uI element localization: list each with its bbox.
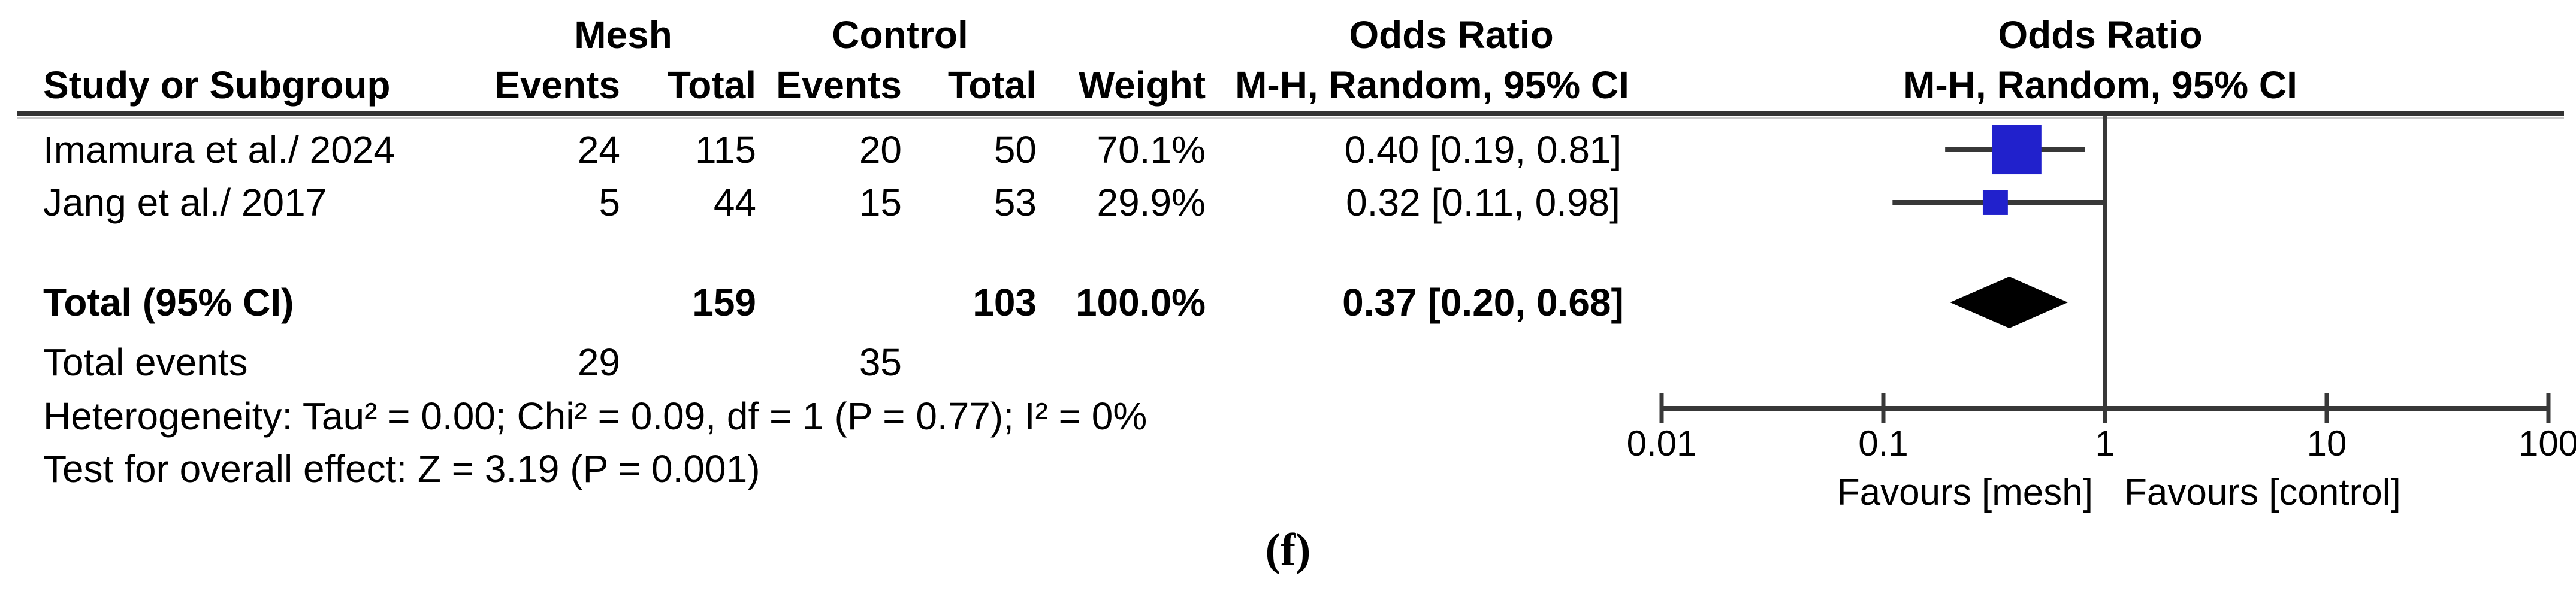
total-weight: 100.0% — [1075, 281, 1206, 324]
pooled-diamond — [1950, 277, 2068, 328]
study-or-square — [1992, 125, 2042, 175]
header-separator-shadow — [17, 117, 2564, 119]
header-separator-line — [17, 111, 2564, 116]
total-or-ci-text: 0.37 [0.20, 0.68] — [1342, 281, 1624, 324]
study-total-control: 53 — [993, 181, 1037, 224]
study-row: Jang et al./ 2017 5 44 15 53 29.9% 0.32 … — [0, 176, 2576, 229]
total-events-control: 35 — [859, 341, 902, 384]
study-name: Jang et al./ 2017 — [43, 181, 327, 224]
col-header-weight: Weight — [1078, 63, 1206, 107]
study-or-ci-text: 0.32 [0.11, 0.98] — [1346, 181, 1620, 224]
total-events-row: Total events 29 35 — [0, 336, 2576, 389]
study-total-mesh: 44 — [713, 181, 756, 224]
study-or-ci-text: 0.40 [0.19, 0.81] — [1344, 128, 1622, 171]
study-events-control: 15 — [859, 181, 902, 224]
study-weight: 29.9% — [1097, 181, 1206, 224]
axis-tick-label: 100 — [2518, 423, 2576, 463]
group-header-mesh: Mesh — [574, 13, 672, 56]
total-label: Total (95% CI) — [43, 281, 294, 324]
study-events-mesh: 24 — [577, 128, 620, 171]
axis-tick-label: 0.01 — [1626, 423, 1697, 463]
col-header-mh-random-right: M-H, Random, 95% CI — [1903, 63, 2297, 107]
total-mesh: 159 — [692, 281, 756, 324]
col-header-events-mesh: Events — [494, 63, 620, 107]
group-header-row: Mesh Control Odds Ratio Odds Ratio — [0, 8, 2576, 61]
col-header-study: Study or Subgroup — [43, 63, 391, 107]
total-control: 103 — [973, 281, 1037, 324]
figure-caption: (f) — [1265, 525, 1311, 575]
axis-tick-label: 1 — [2095, 423, 2115, 463]
heterogeneity-row: Heterogeneity: Tau² = 0.00; Chi² = 0.09,… — [0, 390, 2576, 443]
group-header-control: Control — [832, 13, 968, 56]
study-total-mesh: 115 — [694, 128, 756, 171]
col-header-total-control: Total — [947, 63, 1037, 107]
col-header-mh-random-left: M-H, Random, 95% CI — [1235, 63, 1629, 107]
favours-control-label: Favours [control] — [2124, 472, 2401, 513]
total-events-label: Total events — [43, 341, 248, 384]
study-total-control: 50 — [993, 128, 1037, 171]
axis-tick-label: 0.1 — [1858, 423, 1908, 463]
study-events-control: 20 — [859, 128, 902, 171]
axis-tick-label: 10 — [2306, 423, 2347, 463]
total-row: Total (95% CI) 159 103 100.0% 0.37 [0.20… — [0, 276, 2576, 329]
study-name: Imamura et al./ 2024 — [43, 128, 395, 171]
favours-mesh-label: Favours [mesh] — [1837, 472, 2093, 513]
study-row: Imamura et al./ 2024 24 115 20 50 70.1% … — [0, 123, 2576, 176]
heterogeneity-text: Heterogeneity: Tau² = 0.00; Chi² = 0.09,… — [43, 395, 1147, 438]
column-header-row: Study or Subgroup Events Total Events To… — [0, 59, 2576, 111]
study-or-square — [1982, 190, 2008, 215]
study-events-mesh: 5 — [599, 181, 620, 224]
col-header-total-mesh: Total — [667, 63, 756, 107]
total-events-mesh: 29 — [577, 341, 620, 384]
overall-effect-row: Test for overall effect: Z = 3.19 (P = 0… — [0, 443, 2576, 495]
study-weight: 70.1% — [1097, 128, 1206, 171]
col-header-events-control: Events — [776, 63, 902, 107]
overall-effect-text: Test for overall effect: Z = 3.19 (P = 0… — [43, 447, 760, 490]
group-header-odds-ratio-left: Odds Ratio — [1349, 13, 1554, 56]
group-header-odds-ratio-right: Odds Ratio — [1998, 13, 2203, 56]
